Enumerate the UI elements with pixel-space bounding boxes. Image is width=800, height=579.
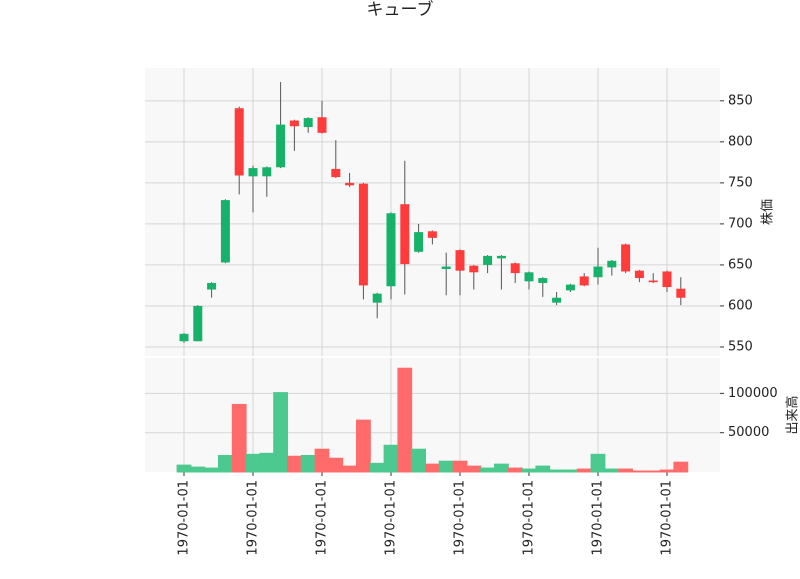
candle-body xyxy=(552,298,561,303)
volume-bar xyxy=(439,461,453,472)
candle-body xyxy=(276,125,285,168)
volume-bar xyxy=(536,466,550,472)
volume-tick-label: 50000 xyxy=(728,425,769,440)
y-tick-label: 750 xyxy=(728,175,753,190)
candle-body xyxy=(525,272,534,281)
volume-bar xyxy=(370,463,384,472)
volume-bar xyxy=(467,466,481,472)
candle-body xyxy=(607,261,616,268)
volume-bar xyxy=(205,468,219,472)
x-tick-label: 1970-01-01 xyxy=(384,480,399,556)
volume-bar xyxy=(660,470,674,472)
candle-body xyxy=(483,256,492,265)
y-tick-label: 600 xyxy=(728,298,753,313)
candle-body xyxy=(428,231,437,238)
volume-bar xyxy=(357,420,371,472)
candle-body xyxy=(442,267,451,269)
x-tick-label: 1970-01-01 xyxy=(522,480,537,556)
volume-bar xyxy=(329,458,343,472)
candle-body xyxy=(635,271,644,278)
candle-body xyxy=(373,294,382,303)
volume-bar xyxy=(633,471,647,472)
candle-body xyxy=(538,278,547,283)
candle-body xyxy=(331,169,340,177)
volume-bar xyxy=(315,449,329,472)
volume-tick-label: 100000 xyxy=(728,386,778,401)
x-tick-label: 1970-01-01 xyxy=(177,480,192,556)
chart-title: キューブ xyxy=(367,0,434,20)
volume-bar xyxy=(191,467,205,472)
candle-body xyxy=(290,121,299,127)
y-tick-label: 650 xyxy=(728,257,753,272)
volume-bar xyxy=(453,461,467,472)
candle-body xyxy=(469,266,478,273)
candle-body xyxy=(621,244,630,271)
volume-bar xyxy=(232,404,246,472)
volume-bar xyxy=(495,464,509,472)
volume-bar xyxy=(177,465,191,472)
candle-body xyxy=(414,232,423,252)
volume-bar xyxy=(301,455,315,472)
candle-body xyxy=(262,167,271,176)
candle-body xyxy=(580,276,589,285)
y-axis-label: 株価 xyxy=(761,199,776,225)
candle-body xyxy=(180,334,189,341)
volume-bar xyxy=(550,470,564,472)
candle-body xyxy=(318,117,327,133)
candle-body xyxy=(345,183,354,185)
volume-bar xyxy=(412,449,426,472)
candle-body xyxy=(249,168,258,176)
volume-bar xyxy=(384,445,398,472)
candle-body xyxy=(594,267,603,278)
candle-body xyxy=(497,256,506,258)
candle-body xyxy=(207,283,216,290)
x-tick-label: 1970-01-01 xyxy=(246,480,261,556)
candle-body xyxy=(359,184,368,286)
volume-bar xyxy=(564,470,578,472)
x-tick-label: 1970-01-01 xyxy=(453,480,468,556)
volume-bar xyxy=(219,455,233,472)
candle-body xyxy=(400,204,409,264)
candle-body xyxy=(304,118,313,127)
x-tick-label: 1970-01-01 xyxy=(591,480,606,556)
candle-body xyxy=(387,213,396,286)
y-tick-label: 700 xyxy=(728,216,753,231)
volume-bar xyxy=(246,454,260,472)
candle-body xyxy=(221,200,230,262)
volume-bar xyxy=(577,469,591,472)
volume-panel xyxy=(145,358,720,472)
volume-bar xyxy=(481,468,495,472)
x-tick-label: 1970-01-01 xyxy=(315,480,330,556)
candle-body xyxy=(193,306,202,341)
volume-bar xyxy=(288,456,302,472)
candle-body xyxy=(456,250,465,271)
volume-bar xyxy=(605,469,619,472)
volume-bar xyxy=(591,454,605,472)
volume-bar xyxy=(646,471,660,472)
candle-body xyxy=(511,263,520,273)
volume-bar xyxy=(522,469,536,472)
volume-bar xyxy=(343,466,357,472)
volume-bar xyxy=(398,368,412,472)
candle-body xyxy=(663,271,672,287)
y-tick-label: 550 xyxy=(728,339,753,354)
candle-body xyxy=(235,108,244,175)
y-tick-label: 800 xyxy=(728,134,753,149)
price-panel xyxy=(145,68,720,356)
volume-bar xyxy=(674,462,688,472)
volume-bar xyxy=(508,468,522,472)
volume-bar xyxy=(260,453,274,472)
volume-bar xyxy=(619,469,633,472)
volume-bar xyxy=(426,464,440,472)
volume-axis-label: 出来高 xyxy=(785,395,800,434)
y-tick-label: 850 xyxy=(728,93,753,108)
candle-body xyxy=(566,285,575,291)
candle-body xyxy=(649,281,658,283)
x-tick-label: 1970-01-01 xyxy=(660,480,675,556)
candle-body xyxy=(676,289,685,298)
volume-bar xyxy=(274,393,288,472)
